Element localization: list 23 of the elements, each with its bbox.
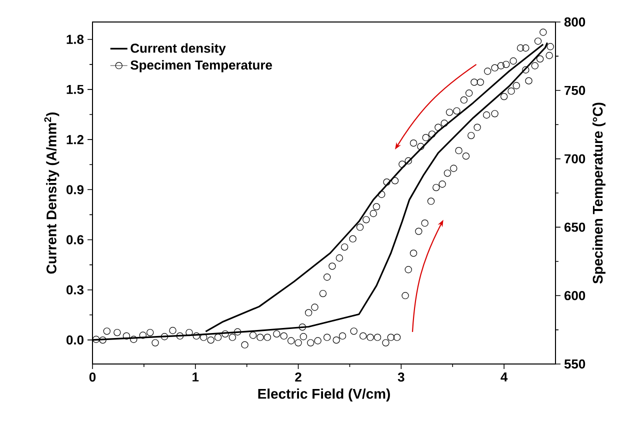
y2-tick-label: 700 bbox=[564, 154, 586, 164]
y-tick-label: 0.6 bbox=[66, 235, 84, 244]
y-tick-label: 0.9 bbox=[66, 185, 84, 194]
x-tick-label: 2 bbox=[295, 372, 302, 382]
y-tick-label: 0.0 bbox=[66, 335, 84, 345]
y-axis-title: Current Density (A/mm$^{2}$) bbox=[44, 112, 60, 274]
y2-tick-label: 550 bbox=[564, 359, 586, 369]
y-tick-label: 1.5 bbox=[66, 84, 84, 94]
y2-axis-title: Specimen Temperature (°C) bbox=[592, 102, 606, 284]
x-tick-label: 1 bbox=[192, 372, 199, 382]
y2-tick-label: 600 bbox=[564, 291, 586, 300]
legend-label: Current density bbox=[130, 43, 226, 56]
y-tick-label: 1.8 bbox=[66, 34, 84, 44]
y2-tick-label: 750 bbox=[564, 86, 586, 95]
y-tick-label: 0.3 bbox=[66, 285, 84, 294]
x-tick-label: 3 bbox=[398, 372, 404, 382]
y-tick-label: 1.2 bbox=[66, 135, 84, 144]
y2-tick-label: 650 bbox=[564, 222, 586, 232]
x-tick-label: 4 bbox=[500, 372, 508, 382]
y2-tick-label: 800 bbox=[564, 17, 586, 27]
legend-label: Specimen Temperature bbox=[130, 60, 272, 72]
x-tick-label: 0 bbox=[89, 372, 96, 382]
x-axis-title: Electric Field (V/cm) bbox=[258, 388, 390, 402]
